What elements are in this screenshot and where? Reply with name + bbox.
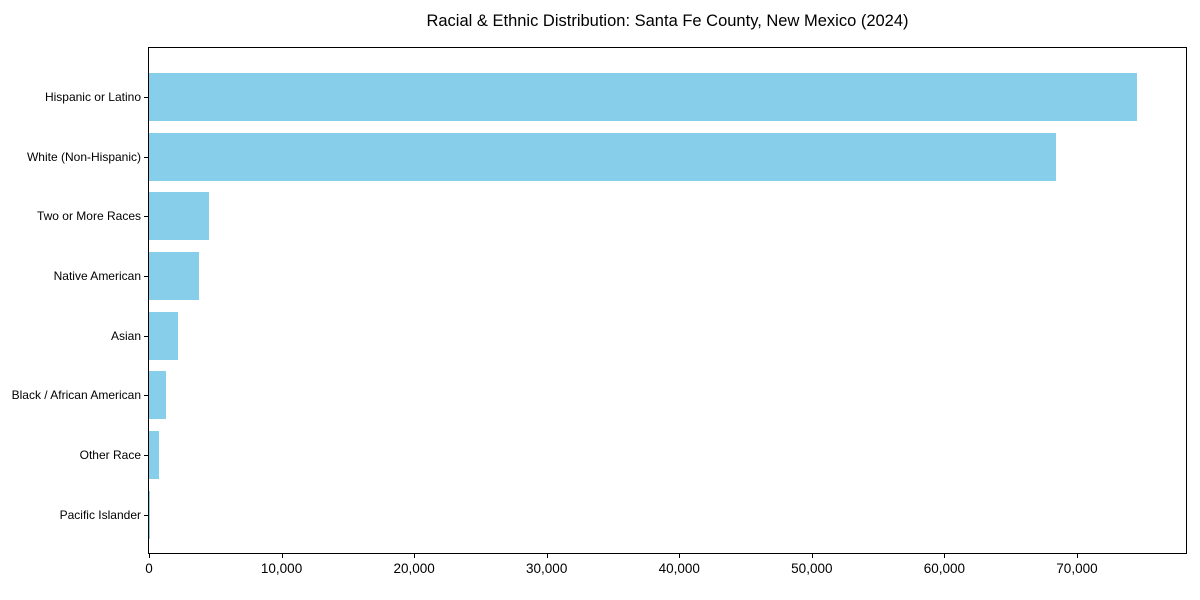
y-axis-label: Native American [53,268,141,283]
x-tick [1076,554,1078,558]
plot-area [148,47,1187,554]
y-axis-label: Pacific Islander [59,507,141,522]
x-tick-label: 20,000 [393,561,435,576]
bar [149,430,159,479]
bar [149,371,167,420]
y-tick [144,216,148,218]
y-tick [144,335,148,337]
y-axis-label: Other Race [79,447,141,462]
x-tick [414,554,416,558]
bar [149,490,151,539]
x-tick-label: 50,000 [791,561,833,576]
bar [149,132,1056,181]
x-tick-label: 60,000 [923,561,966,576]
bar [149,192,209,241]
y-tick [144,395,148,397]
y-axis-label: Two or More Races [36,209,141,224]
x-tick [281,554,283,558]
chart-title: Racial & Ethnic Distribution: Santa Fe C… [426,12,909,30]
x-tick-label: 10,000 [260,561,303,576]
y-axis-label: Hispanic or Latino [44,90,141,104]
y-axis-label: Black / African American [11,388,141,403]
x-tick-label: 30,000 [526,561,568,576]
x-tick [679,554,681,558]
y-tick [144,156,148,158]
y-axis-label: White (Non-Hispanic) [26,149,141,164]
y-axis-label: Asian [110,328,141,343]
x-tick [944,554,946,558]
y-tick [144,97,148,98]
bar [149,311,179,360]
y-tick [144,454,148,456]
x-tick [546,554,548,558]
x-tick-label: 40,000 [658,561,700,576]
y-tick [144,514,148,516]
x-tick [149,554,150,558]
x-tick-label: 70,000 [1056,561,1098,576]
x-tick-label: 0 [145,561,153,576]
y-tick [144,275,148,277]
bar [149,73,1137,121]
bar [149,251,200,300]
x-tick [811,554,813,558]
